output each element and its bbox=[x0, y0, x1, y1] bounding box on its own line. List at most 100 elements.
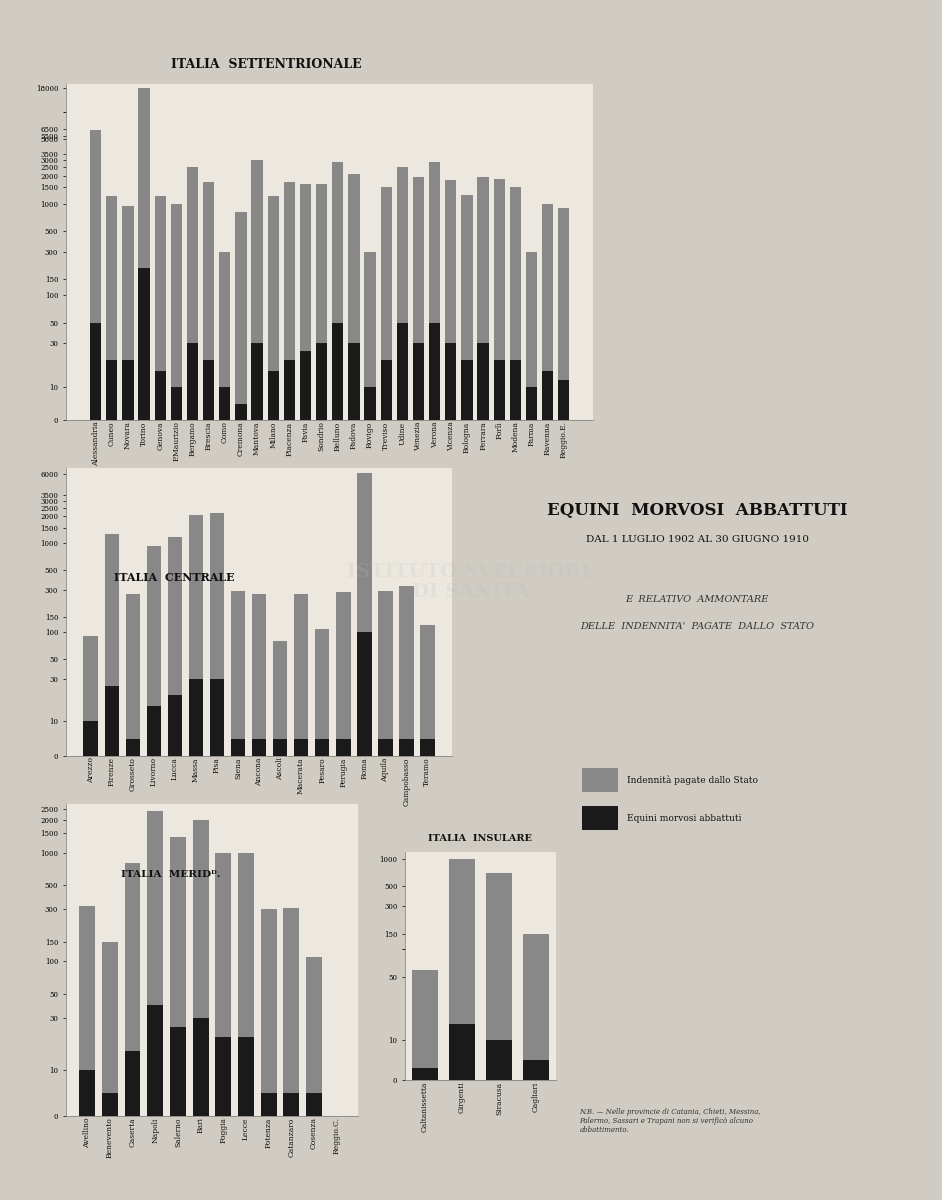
Bar bbox=[413, 176, 424, 420]
Bar bbox=[252, 160, 263, 420]
Bar bbox=[397, 167, 408, 420]
Bar bbox=[446, 180, 457, 420]
Bar bbox=[478, 176, 489, 420]
Text: ITALIA  INSULARE: ITALIA INSULARE bbox=[429, 834, 532, 842]
Bar bbox=[412, 1068, 438, 1080]
Bar bbox=[105, 686, 120, 756]
Bar bbox=[494, 360, 505, 420]
Bar bbox=[147, 811, 163, 1116]
Bar bbox=[306, 1093, 322, 1116]
Bar bbox=[122, 205, 134, 420]
Bar bbox=[397, 323, 408, 420]
Bar bbox=[300, 350, 311, 420]
Bar bbox=[294, 739, 308, 756]
Bar bbox=[84, 636, 98, 756]
Bar bbox=[170, 836, 186, 1116]
Text: Indennità pagate dallo Stato: Indennità pagate dallo Stato bbox=[627, 775, 758, 785]
Bar bbox=[429, 162, 440, 420]
Bar bbox=[381, 187, 392, 420]
Bar bbox=[216, 853, 231, 1116]
Bar bbox=[252, 739, 267, 756]
Bar bbox=[210, 679, 224, 756]
Bar bbox=[203, 360, 214, 420]
Bar bbox=[284, 182, 295, 420]
Text: ITALIA  CENTRALE: ITALIA CENTRALE bbox=[114, 572, 235, 583]
Bar bbox=[268, 371, 279, 420]
Bar bbox=[446, 343, 457, 420]
Bar bbox=[559, 208, 570, 420]
Bar bbox=[335, 593, 350, 756]
Bar bbox=[187, 167, 198, 420]
Bar bbox=[102, 942, 118, 1116]
Bar bbox=[494, 179, 505, 420]
Bar bbox=[381, 360, 392, 420]
Bar bbox=[236, 403, 247, 420]
Bar bbox=[300, 184, 311, 420]
Bar bbox=[420, 625, 434, 756]
Bar bbox=[315, 629, 330, 756]
Bar bbox=[398, 739, 414, 756]
Bar bbox=[238, 1037, 254, 1116]
Bar bbox=[124, 863, 140, 1116]
Bar bbox=[449, 1024, 475, 1080]
Text: Equini morvosi abbattuti: Equini morvosi abbattuti bbox=[627, 814, 742, 823]
Bar bbox=[429, 323, 440, 420]
Bar bbox=[193, 820, 208, 1116]
Bar bbox=[449, 859, 475, 1080]
Bar bbox=[273, 739, 287, 756]
Bar bbox=[188, 679, 203, 756]
Bar bbox=[231, 592, 245, 756]
Bar bbox=[231, 739, 245, 756]
Bar bbox=[124, 1051, 140, 1116]
Bar bbox=[252, 343, 263, 420]
Bar bbox=[147, 546, 161, 756]
Bar bbox=[171, 388, 182, 420]
Bar bbox=[510, 187, 521, 420]
Bar bbox=[89, 130, 101, 420]
Bar bbox=[420, 739, 434, 756]
Bar bbox=[357, 473, 371, 756]
Bar bbox=[335, 739, 350, 756]
Bar bbox=[316, 343, 327, 420]
Bar bbox=[193, 1019, 208, 1116]
Bar bbox=[210, 512, 224, 756]
Bar bbox=[238, 853, 254, 1116]
Bar bbox=[105, 534, 120, 756]
Bar bbox=[478, 343, 489, 420]
Bar bbox=[84, 721, 98, 756]
Bar bbox=[486, 874, 512, 1080]
Bar bbox=[102, 1093, 118, 1116]
Bar bbox=[122, 360, 134, 420]
Bar bbox=[125, 739, 140, 756]
Bar bbox=[284, 908, 300, 1116]
Bar bbox=[306, 956, 322, 1116]
Bar bbox=[203, 182, 214, 420]
Bar bbox=[413, 343, 424, 420]
Text: N.B. — Nelle provincie di Catania, Chieti, Messina,
Palermo, Sassari e Trapani n: N.B. — Nelle provincie di Catania, Chiet… bbox=[579, 1108, 761, 1134]
Bar bbox=[261, 910, 277, 1116]
Text: DELLE  INDENNITA'  PAGATE  DALLO  STATO: DELLE INDENNITA' PAGATE DALLO STATO bbox=[580, 622, 814, 631]
Bar bbox=[412, 970, 438, 1080]
Bar bbox=[147, 1004, 163, 1116]
Bar bbox=[125, 594, 140, 756]
Bar bbox=[284, 360, 295, 420]
Bar bbox=[333, 323, 344, 420]
Bar bbox=[219, 388, 231, 420]
Text: ITALIA  MERIDᴰ.: ITALIA MERIDᴰ. bbox=[122, 870, 220, 878]
Text: EQUINI  MORVOSI  ABBATTUTI: EQUINI MORVOSI ABBATTUTI bbox=[546, 502, 848, 518]
Bar bbox=[398, 586, 414, 756]
Bar bbox=[261, 1093, 277, 1116]
Bar bbox=[89, 323, 101, 420]
Bar bbox=[273, 641, 287, 756]
Bar bbox=[268, 197, 279, 420]
Bar bbox=[284, 1093, 300, 1116]
Bar bbox=[187, 343, 198, 420]
Bar bbox=[510, 360, 521, 420]
Bar bbox=[168, 695, 183, 756]
Bar bbox=[188, 516, 203, 756]
Bar bbox=[559, 380, 570, 420]
Bar bbox=[523, 1060, 549, 1080]
Bar bbox=[349, 343, 360, 420]
Text: E  RELATIVO  AMMONTARE: E RELATIVO AMMONTARE bbox=[625, 595, 769, 605]
Bar bbox=[168, 536, 183, 756]
